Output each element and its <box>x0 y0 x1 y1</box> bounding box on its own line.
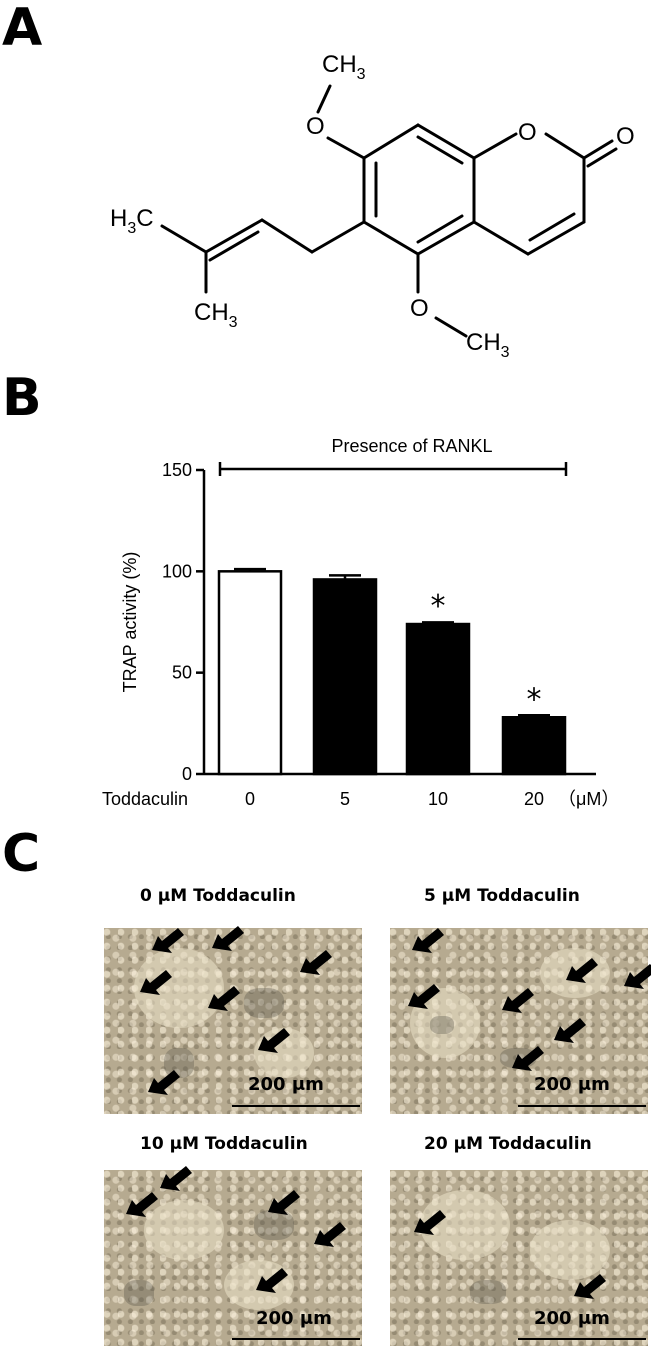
x-tick-label: 10 <box>428 789 448 809</box>
micrograph-5-um: 200 μm <box>390 928 648 1114</box>
significance-marker: * <box>431 589 446 624</box>
micrograph-title-10: 10 μM Toddaculin <box>140 1134 308 1154</box>
micrograph-title-5: 5 μM Toddaculin <box>424 886 580 906</box>
methyl-right-label: CH3 <box>466 329 510 361</box>
bar-0 <box>217 570 283 776</box>
micrograph-20-um: 200 μm <box>390 1170 648 1346</box>
y-axis-title: TRAP activity (%) <box>120 552 140 693</box>
trap-activity-chart: Presence of RANKL TRAP activity (%) Todd… <box>102 436 619 809</box>
unit-label: （μM） <box>558 789 619 809</box>
chemical-structure: CH3 O O O H3C CH3 O CH3 <box>110 51 635 361</box>
oxygen-ring-label: O <box>518 119 537 146</box>
y-tick-label: 100 <box>162 561 192 581</box>
panel-label-c: C <box>2 824 41 884</box>
panel-label-a: A <box>2 0 43 58</box>
methyl-left-label: H3C <box>110 205 154 237</box>
x-tick-label: 5 <box>340 789 350 809</box>
x-tick-label: 20 <box>524 789 544 809</box>
carbonyl-oxygen-label: O <box>616 123 635 150</box>
y-tick-label: 0 <box>182 764 192 784</box>
scale-bar <box>232 1338 360 1340</box>
micrograph-title-0: 0 μM Toddaculin <box>140 886 296 906</box>
micrograph-0-um: 200 μm <box>104 928 362 1114</box>
methyl-top-label: CH3 <box>322 51 366 83</box>
scale-bar <box>232 1105 360 1107</box>
methyl-bottom-label: CH3 <box>194 299 238 331</box>
y-tick-label: 50 <box>172 663 192 683</box>
panel-label-b: B <box>2 368 42 428</box>
micrograph-10-um: 200 μm <box>104 1170 362 1346</box>
scale-label: 200 μm <box>534 1308 610 1329</box>
bar-5 <box>312 578 378 776</box>
significance-marker: * <box>527 682 542 717</box>
bar-10 <box>405 622 471 776</box>
y-tick-label: 150 <box>162 460 192 480</box>
scale-label: 200 μm <box>248 1074 324 1095</box>
scale-bar <box>518 1338 646 1340</box>
scale-label: 200 μm <box>534 1074 610 1095</box>
oxygen-top-label: O <box>306 113 325 140</box>
x-axis-title: Toddaculin <box>102 789 188 809</box>
x-tick-label: 0 <box>245 789 255 809</box>
oxygen-bottom-label: O <box>410 295 429 322</box>
scale-bar <box>518 1105 646 1107</box>
bar-20 <box>501 716 567 776</box>
rankl-label: Presence of RANKL <box>331 436 492 456</box>
scale-label: 200 μm <box>256 1308 332 1329</box>
micrograph-title-20: 20 μM Toddaculin <box>424 1134 592 1154</box>
